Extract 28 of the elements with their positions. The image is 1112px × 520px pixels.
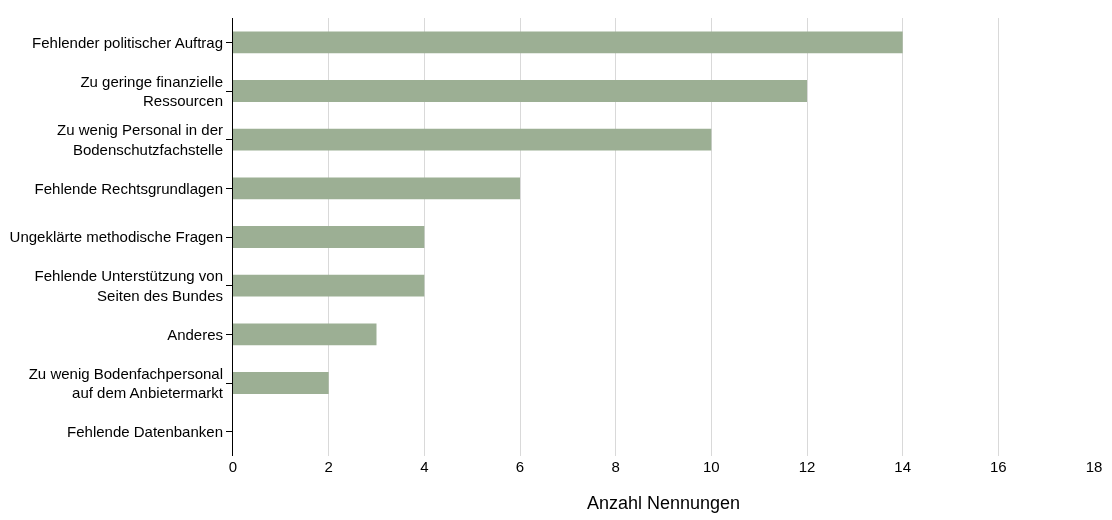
x-tick-label: 16 xyxy=(989,458,1007,475)
x-tick-label: 8 xyxy=(611,458,620,475)
y-tick-label: Fehlende Datenbanken xyxy=(67,422,223,440)
y-tick-label: Zu geringe finanzielle Ressourcen xyxy=(80,72,223,109)
bar xyxy=(233,128,712,151)
y-tick-label: Zu wenig Bodenfachpersonal auf dem Anbietermarkt xyxy=(28,364,224,401)
bar xyxy=(233,80,807,102)
y-tick-label: Fehlende Rechtsgrundlagen xyxy=(34,179,223,197)
x-tick-label: 0 xyxy=(228,458,238,475)
x-tick-label: 6 xyxy=(515,458,525,475)
x-tick-label: 4 xyxy=(420,458,429,475)
bar xyxy=(233,323,377,346)
bar xyxy=(233,226,425,248)
y-tick-label: Fehlender politischer Auftrag xyxy=(32,33,223,51)
x-tick-label: 14 xyxy=(894,458,912,475)
x-tick-label: 18 xyxy=(1085,458,1103,475)
x-tick-label: 10 xyxy=(702,458,720,475)
bar xyxy=(233,372,329,394)
x-tick-label: 2 xyxy=(324,458,333,475)
x-tick-label: 12 xyxy=(798,458,816,475)
bar xyxy=(233,31,903,54)
y-tick-label: Fehlende Unterstützung von Seiten des Bundes xyxy=(34,267,223,304)
y-tick-label: Anderes xyxy=(167,325,223,343)
y-tick-label: Zu wenig Personal in der Bodenschutzfachstelle xyxy=(57,121,223,158)
x-axis-title: Anzahl Nennungen xyxy=(586,493,741,514)
y-tick-label: Ungeklärte methodische Fragen xyxy=(9,228,223,246)
bar xyxy=(233,274,425,297)
bar xyxy=(233,177,520,200)
